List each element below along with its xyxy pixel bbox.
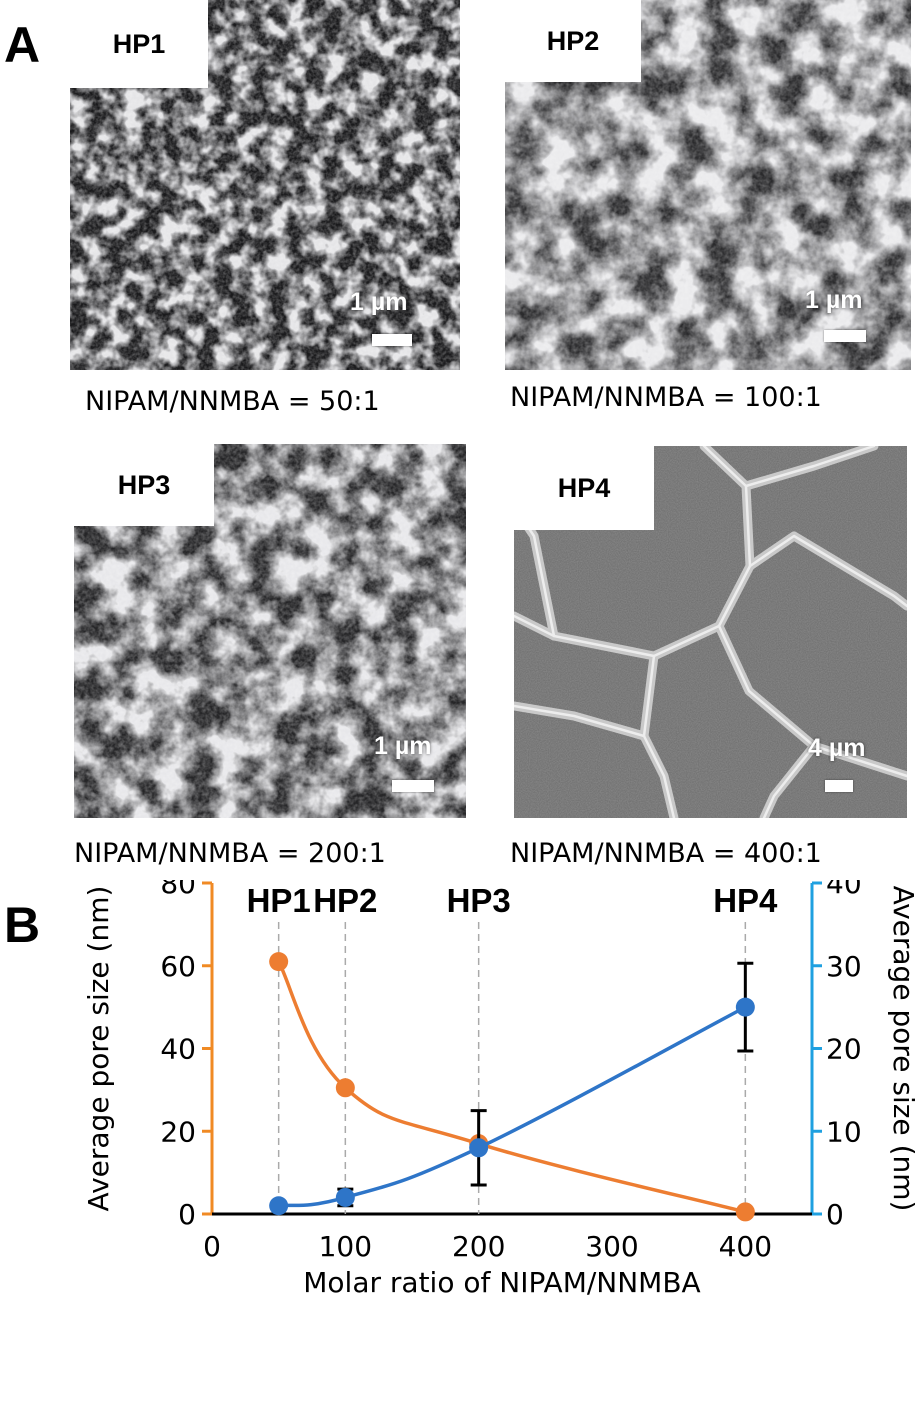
series-right-line bbox=[278, 1005, 747, 1208]
series-right-point bbox=[735, 997, 755, 1017]
x-axis-title: Molar ratio of NIPAM/NNMBA bbox=[303, 1266, 700, 1299]
left-y-tick-label: 20 bbox=[160, 1115, 196, 1148]
hp1-ratio-caption: NIPAM/NNMBA = 50:1 bbox=[85, 386, 380, 417]
panel-a-letter: A bbox=[4, 17, 41, 73]
series-right-point bbox=[469, 1138, 489, 1158]
hp2-label: HP2 bbox=[505, 0, 641, 82]
panel-b-letter: B bbox=[4, 897, 41, 953]
hp1-label: HP1 bbox=[70, 0, 208, 88]
right-y-tick-label: 20 bbox=[826, 1033, 862, 1066]
x-tick-label: 200 bbox=[452, 1230, 505, 1263]
hp4-label: HP4 bbox=[514, 446, 654, 530]
series-left-line bbox=[277, 960, 746, 1214]
hp4-scale-text: 4 µm bbox=[808, 734, 866, 762]
right-y-tick-label: 0 bbox=[826, 1198, 844, 1231]
left-y-tick-label: 40 bbox=[160, 1033, 196, 1066]
left-y-axis-title: Average pore size (nm) bbox=[82, 886, 115, 1212]
hp1-scale-bar bbox=[372, 334, 412, 346]
top-label-hp3: HP3 bbox=[447, 882, 511, 919]
right-y-axis-title: Average pore size (nm) bbox=[887, 886, 917, 1212]
sem-image-hp2 bbox=[505, 0, 911, 370]
right-y-tick-label: 30 bbox=[826, 950, 862, 983]
x-tick-label: 300 bbox=[585, 1230, 638, 1263]
series-left-point bbox=[735, 1202, 755, 1222]
hp2-ratio-caption: NIPAM/NNMBA = 100:1 bbox=[510, 382, 822, 413]
series-left-point bbox=[269, 952, 289, 972]
hp3-scale-text: 1 µm bbox=[374, 732, 432, 760]
left-y-tick-label: 60 bbox=[160, 950, 196, 983]
hp3-scale-bar bbox=[392, 780, 434, 792]
series-left-point bbox=[335, 1078, 355, 1098]
hp2-scale-bar bbox=[824, 330, 866, 342]
hp2-scale-text: 1 µm bbox=[805, 286, 863, 314]
left-y-tick-label: 80 bbox=[160, 880, 196, 900]
right-y-tick-label: 10 bbox=[826, 1115, 862, 1148]
x-tick-label: 400 bbox=[719, 1230, 772, 1263]
x-tick-label: 100 bbox=[319, 1230, 372, 1263]
hp1-scale-text: 1 µm bbox=[350, 288, 408, 316]
sem-texture-hp2 bbox=[505, 0, 911, 370]
series-right-point bbox=[335, 1187, 355, 1207]
hp4-scale-bar bbox=[825, 780, 853, 792]
hp3-ratio-caption: NIPAM/NNMBA = 200:1 bbox=[74, 838, 386, 869]
top-label-hp4: HP4 bbox=[713, 882, 778, 919]
left-y-tick-label: 0 bbox=[178, 1198, 196, 1231]
hp4-ratio-caption: NIPAM/NNMBA = 400:1 bbox=[510, 838, 822, 869]
x-tick-label: 0 bbox=[203, 1230, 221, 1263]
top-label-hp2: HP2 bbox=[313, 882, 377, 919]
series-right-point bbox=[269, 1196, 289, 1216]
right-y-tick-label: 40 bbox=[826, 880, 862, 900]
top-label-hp1: HP1 bbox=[247, 882, 311, 919]
hp3-label: HP3 bbox=[74, 444, 214, 526]
